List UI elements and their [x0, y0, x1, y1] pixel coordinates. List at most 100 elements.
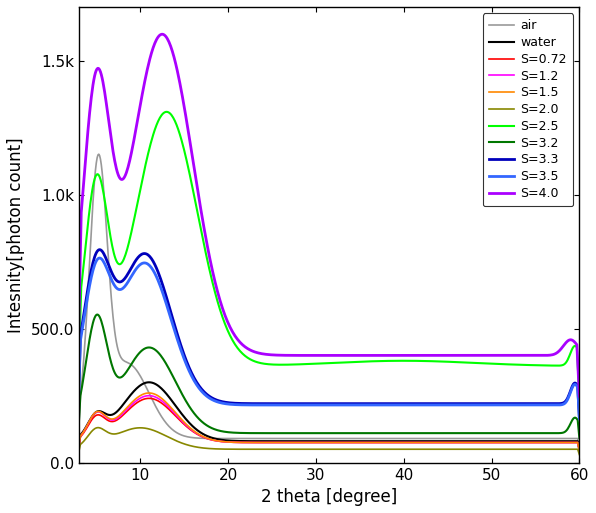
S=3.3 — [410, 401, 417, 407]
S=2.0 — [204, 445, 212, 451]
Line: S=3.3: S=3.3 — [79, 250, 579, 418]
S=1.2 — [576, 447, 583, 453]
S=2.0 — [303, 446, 310, 452]
Legend: air, water, S=0.72, S=1.2, S=1.5, S=2.0, S=2.5, S=3.2, S=3.3, S=3.5, S=4.0: air, water, S=0.72, S=1.2, S=1.5, S=2.0,… — [483, 13, 573, 206]
S=3.3 — [303, 401, 310, 407]
S=0.72 — [75, 445, 82, 451]
S=0.72 — [371, 440, 378, 446]
Line: water: water — [79, 382, 579, 450]
S=2.5 — [164, 109, 172, 115]
S=3.5 — [453, 402, 460, 408]
S=2.5 — [204, 262, 212, 268]
water — [410, 438, 417, 444]
air — [303, 436, 310, 442]
Y-axis label: Intesnity[photon count]: Intesnity[photon count] — [7, 137, 25, 332]
S=1.5 — [453, 440, 460, 446]
Line: S=0.72: S=0.72 — [79, 399, 579, 450]
S=2.5 — [410, 358, 417, 364]
S=2.0 — [164, 434, 172, 440]
S=1.5 — [75, 444, 82, 450]
water — [164, 393, 172, 399]
S=3.5 — [164, 307, 172, 313]
S=3.5 — [410, 402, 417, 408]
air — [576, 445, 583, 451]
Line: S=2.0: S=2.0 — [79, 428, 579, 455]
S=0.72 — [164, 405, 172, 411]
air — [410, 436, 417, 442]
S=1.5 — [576, 447, 583, 453]
S=2.5 — [75, 366, 82, 372]
water — [371, 438, 378, 444]
S=3.2 — [410, 430, 417, 436]
S=4.0 — [204, 248, 212, 254]
S=3.5 — [204, 394, 212, 400]
S=1.2 — [410, 440, 417, 446]
air — [204, 436, 212, 442]
S=3.3 — [453, 401, 460, 407]
S=1.5 — [164, 401, 172, 407]
S=3.3 — [75, 387, 82, 393]
S=0.72 — [576, 447, 583, 453]
S=3.5 — [371, 402, 378, 408]
S=1.2 — [204, 436, 212, 442]
S=3.2 — [75, 422, 82, 428]
S=4.0 — [576, 393, 583, 399]
water — [576, 447, 583, 453]
S=4.0 — [303, 352, 310, 359]
S=3.3 — [96, 247, 103, 253]
air — [453, 436, 460, 442]
water — [453, 438, 460, 444]
S=1.5 — [145, 390, 153, 396]
S=1.5 — [204, 436, 212, 442]
S=4.0 — [371, 352, 378, 359]
S=2.5 — [576, 395, 583, 401]
S=3.3 — [164, 300, 172, 306]
S=4.0 — [410, 352, 417, 359]
S=2.0 — [453, 446, 460, 452]
air — [95, 151, 103, 157]
S=4.0 — [453, 352, 460, 359]
S=1.5 — [371, 440, 378, 446]
water — [204, 433, 212, 440]
S=3.2 — [94, 311, 101, 318]
Line: S=2.5: S=2.5 — [79, 112, 579, 398]
air — [75, 424, 82, 430]
water — [75, 443, 82, 449]
S=3.5 — [303, 402, 310, 408]
S=2.0 — [94, 425, 101, 431]
S=4.0 — [164, 37, 172, 43]
Line: air: air — [79, 154, 579, 448]
S=3.2 — [371, 430, 378, 436]
S=2.5 — [303, 361, 310, 367]
air — [164, 422, 172, 428]
X-axis label: 2 theta [degree]: 2 theta [degree] — [261, 488, 397, 506]
S=1.2 — [371, 440, 378, 446]
S=2.5 — [163, 109, 170, 115]
S=3.3 — [204, 392, 212, 399]
S=3.3 — [576, 415, 583, 421]
S=3.2 — [453, 430, 460, 436]
S=2.0 — [75, 449, 82, 455]
S=4.0 — [159, 31, 166, 37]
S=0.72 — [204, 436, 212, 442]
S=2.0 — [371, 446, 378, 452]
S=2.5 — [453, 359, 460, 365]
S=1.5 — [410, 440, 417, 446]
S=0.72 — [453, 440, 460, 446]
water — [303, 438, 310, 444]
air — [371, 436, 378, 442]
S=3.5 — [96, 255, 103, 261]
S=3.2 — [204, 423, 212, 429]
water — [145, 379, 153, 385]
Line: S=4.0: S=4.0 — [79, 34, 579, 396]
S=1.2 — [453, 440, 460, 446]
S=0.72 — [410, 440, 417, 446]
S=0.72 — [303, 440, 310, 446]
Line: S=3.5: S=3.5 — [79, 258, 579, 419]
S=1.2 — [75, 444, 82, 450]
S=3.3 — [371, 401, 378, 407]
S=1.2 — [303, 440, 310, 446]
S=1.2 — [164, 403, 172, 409]
S=2.5 — [371, 358, 378, 364]
S=3.5 — [75, 389, 82, 396]
